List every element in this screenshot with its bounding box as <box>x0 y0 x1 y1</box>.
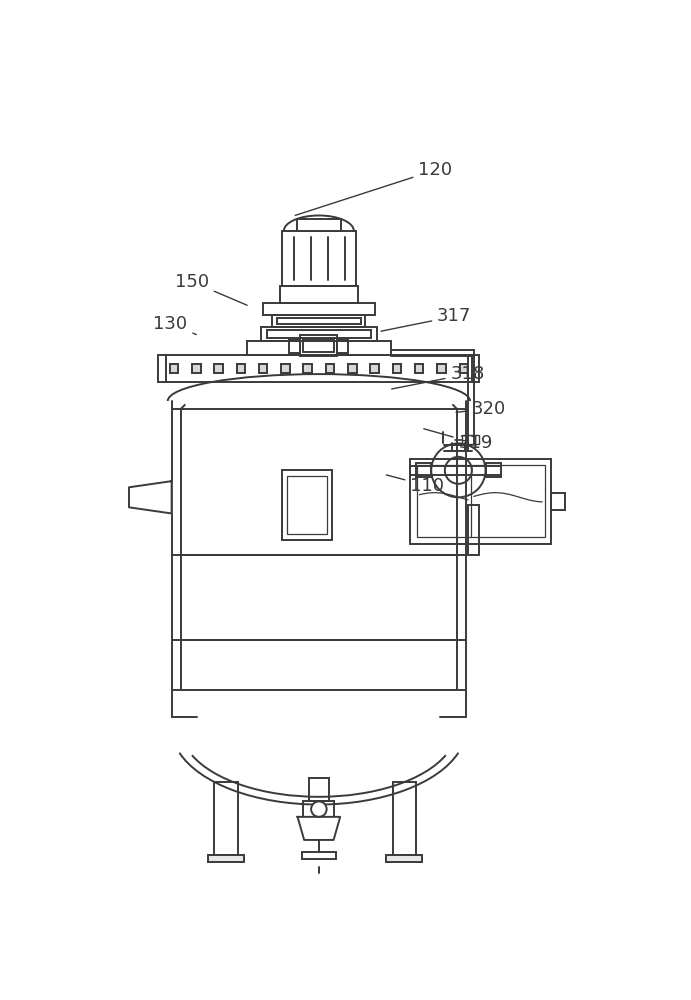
Bar <box>460 364 468 373</box>
Text: 150: 150 <box>175 273 247 305</box>
Bar <box>282 231 356 286</box>
Bar <box>158 355 480 382</box>
Bar <box>214 364 223 373</box>
Bar <box>272 315 366 327</box>
Bar <box>171 409 466 690</box>
Bar <box>267 330 371 338</box>
Bar <box>392 364 401 373</box>
Bar <box>290 339 301 353</box>
Circle shape <box>311 801 327 817</box>
Bar <box>287 476 327 534</box>
Bar <box>337 339 348 353</box>
Bar <box>263 303 375 315</box>
Bar <box>437 364 446 373</box>
Bar <box>392 782 416 855</box>
Text: 318: 318 <box>392 365 485 389</box>
Bar <box>410 459 551 544</box>
Bar <box>301 335 337 356</box>
Bar <box>236 364 245 373</box>
Bar <box>247 341 390 355</box>
Bar <box>551 493 565 510</box>
Bar <box>214 782 238 855</box>
Bar <box>303 801 334 817</box>
Bar <box>468 505 479 555</box>
Bar <box>462 435 480 444</box>
Bar <box>297 219 341 231</box>
Bar <box>486 463 501 477</box>
Text: 317: 317 <box>381 307 471 331</box>
Bar <box>303 364 312 373</box>
Bar <box>416 463 431 477</box>
Text: 130: 130 <box>153 315 196 335</box>
Bar <box>370 364 379 373</box>
Text: 319: 319 <box>424 429 493 452</box>
Text: 110: 110 <box>386 475 444 495</box>
Bar <box>325 364 334 373</box>
Text: 320: 320 <box>456 400 507 418</box>
Bar <box>281 364 290 373</box>
Bar <box>259 364 267 373</box>
Bar <box>348 364 357 373</box>
Bar <box>309 778 329 801</box>
Bar <box>170 364 178 373</box>
Bar <box>386 855 422 862</box>
Bar <box>302 852 336 859</box>
Bar <box>261 327 377 341</box>
Bar <box>277 318 361 324</box>
Bar <box>417 465 545 537</box>
Bar <box>282 470 332 540</box>
Bar <box>303 339 334 352</box>
Bar <box>208 855 244 862</box>
Polygon shape <box>129 481 171 513</box>
Bar <box>192 364 200 373</box>
Bar <box>280 286 358 303</box>
Text: 120: 120 <box>295 161 453 215</box>
Bar <box>415 364 424 373</box>
Polygon shape <box>298 817 340 840</box>
